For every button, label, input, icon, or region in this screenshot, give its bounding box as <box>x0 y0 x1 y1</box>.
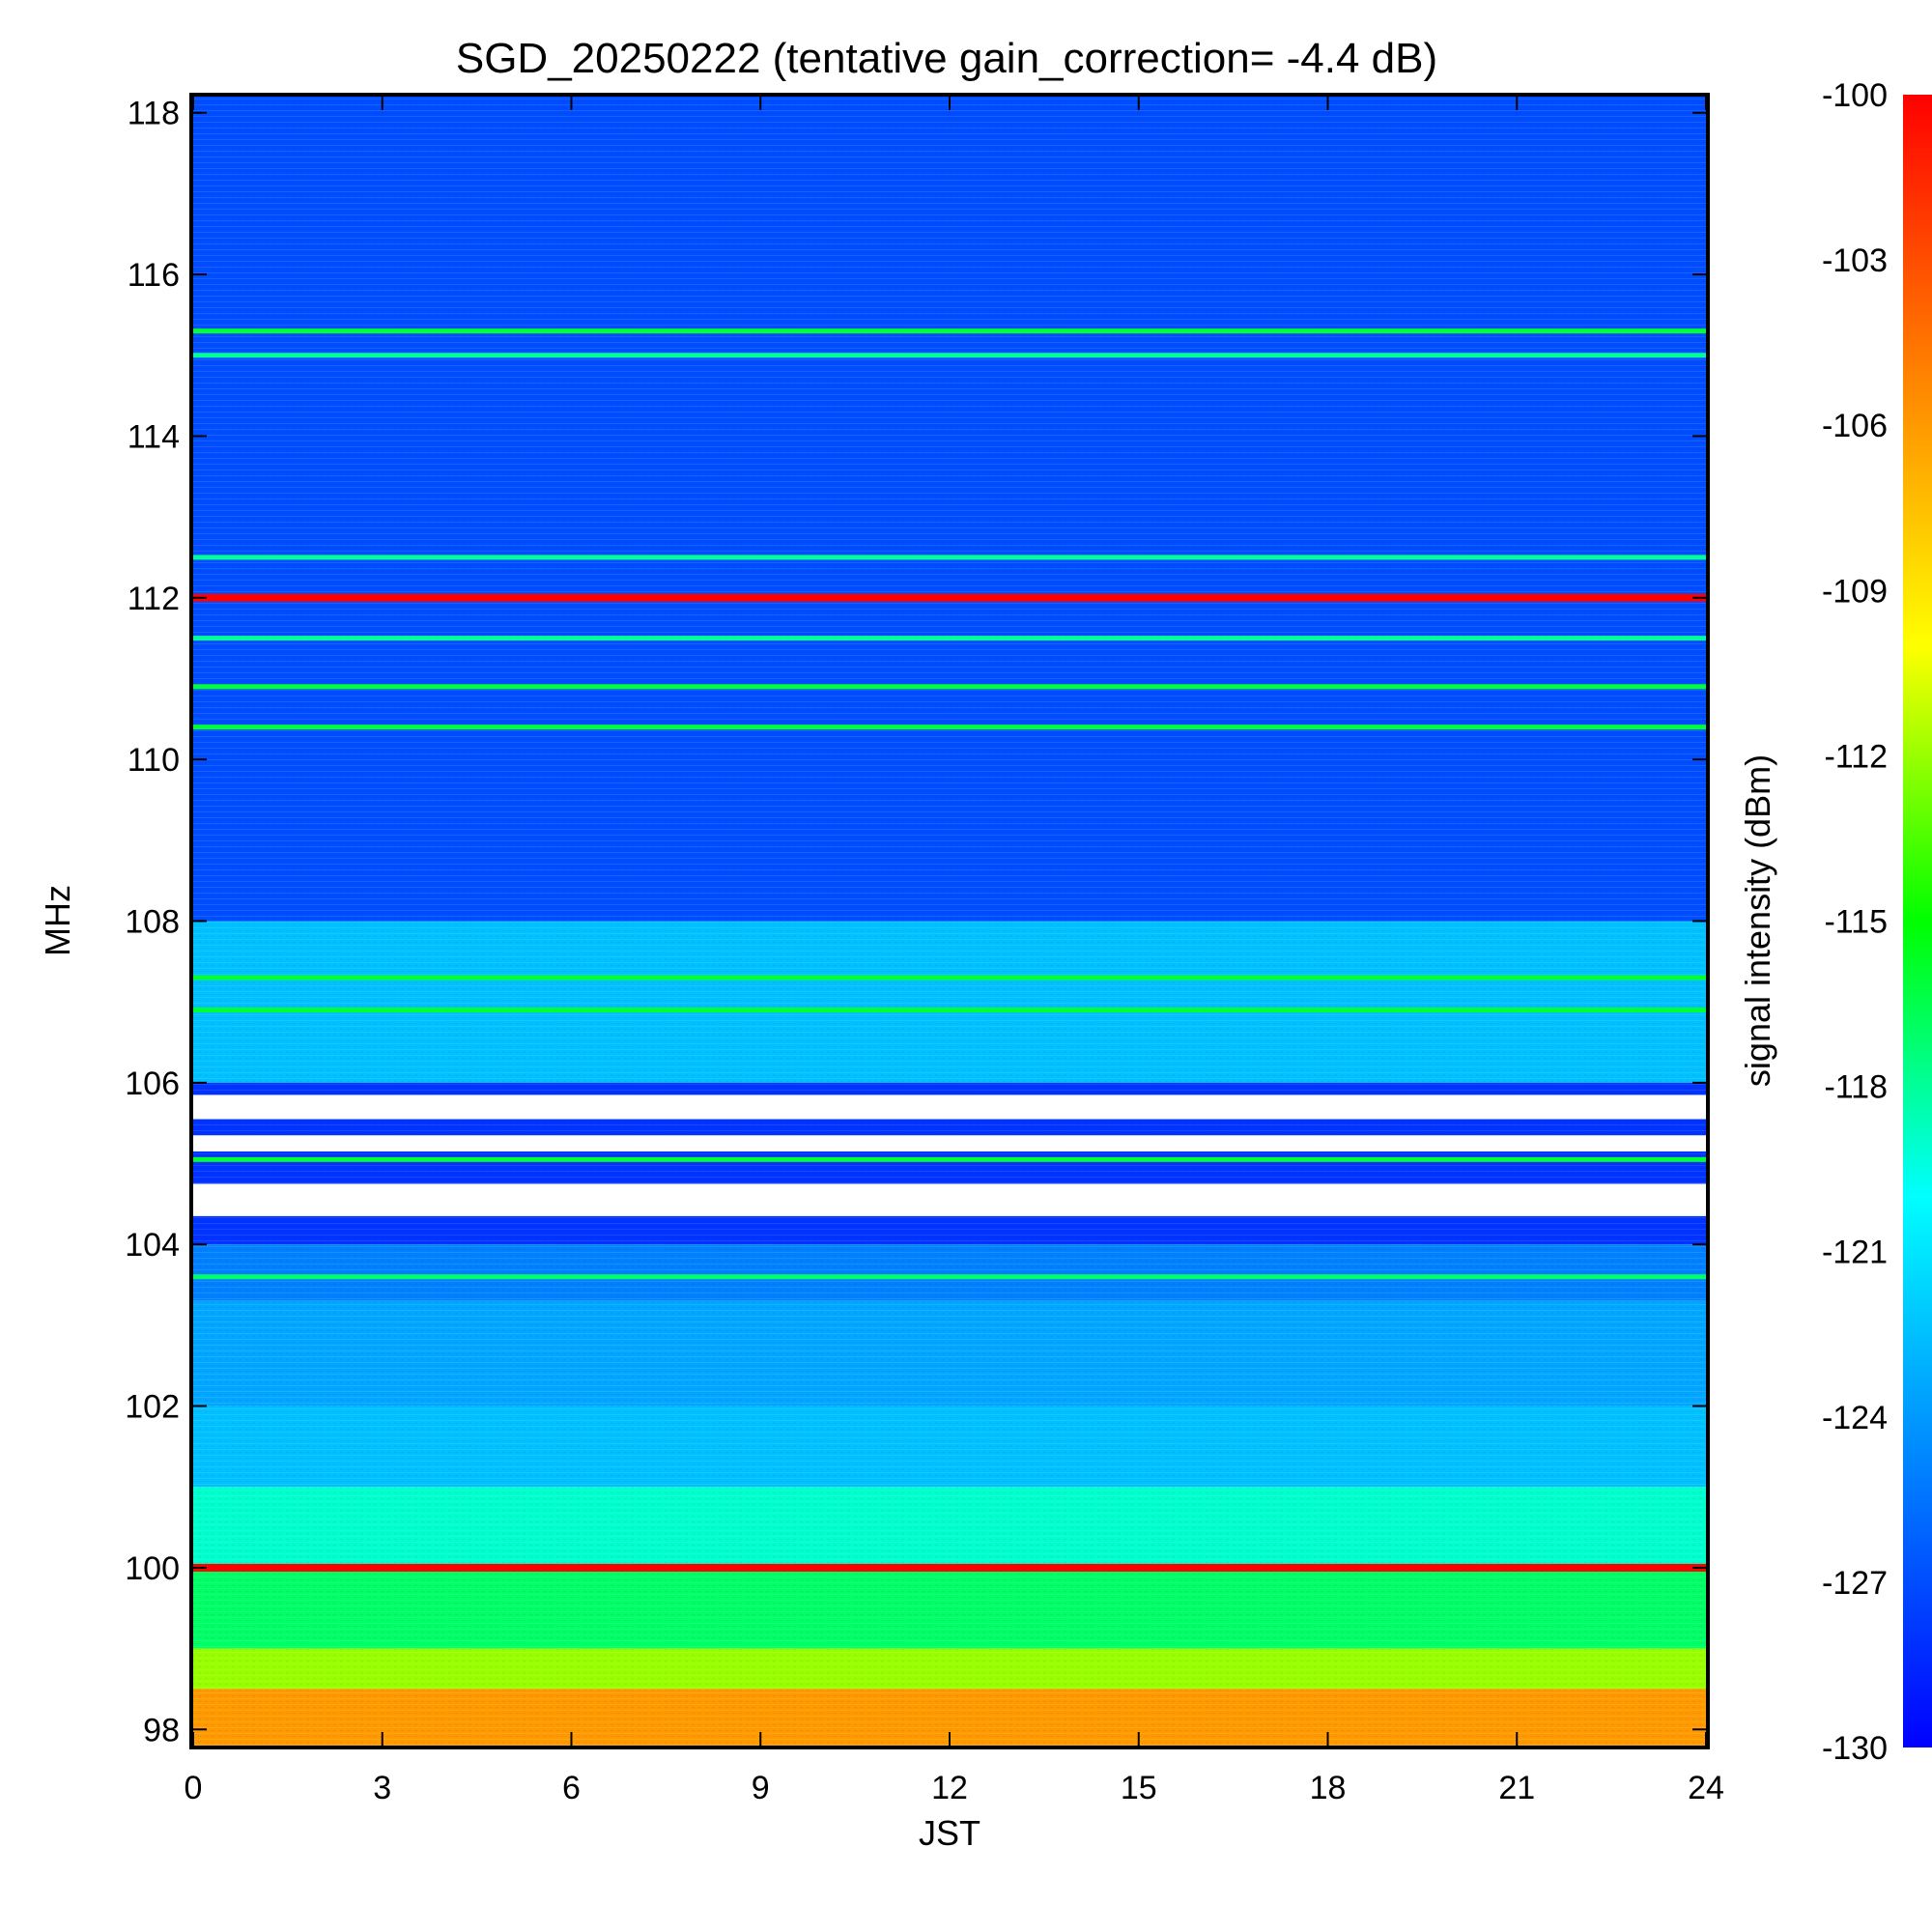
heatmap-texture <box>193 97 1706 1746</box>
signal-line <box>193 353 1706 358</box>
x-tick-label: 21 <box>1498 1770 1535 1806</box>
signal-line <box>193 1274 1706 1280</box>
colorbar-tick-label: -127 <box>1822 1565 1888 1602</box>
y-axis: 98 100 102 104 106 108 110 112 114 116 118 <box>125 96 1706 1748</box>
no-data-band <box>193 1183 1706 1216</box>
colorbar-tick-label: -130 <box>1822 1730 1888 1767</box>
colorbar-tick-label: -112 <box>1824 738 1888 775</box>
x-tick-label: 0 <box>185 1770 203 1806</box>
x-tick-label: 18 <box>1310 1770 1347 1806</box>
colorbar-tick-label: -100 <box>1822 77 1888 114</box>
y-axis-label: MHz <box>38 885 77 956</box>
signal-line <box>193 975 1706 980</box>
signal-line <box>193 1563 1706 1572</box>
colorbar-tick-label: -109 <box>1822 573 1888 610</box>
signal-line <box>193 636 1706 641</box>
colorbar-tick-label: -121 <box>1822 1235 1888 1271</box>
signal-line <box>193 328 1706 334</box>
no-data-band <box>193 1135 1706 1151</box>
plot-frame <box>189 93 1710 1749</box>
colorbar <box>1903 95 1932 1747</box>
y-tick-label: 108 <box>125 904 180 941</box>
signal-line <box>193 1156 1706 1162</box>
x-tick-label: 12 <box>931 1770 968 1806</box>
signal-line <box>193 684 1706 690</box>
x-tick-label: 24 <box>1688 1770 1724 1806</box>
y-tick-label: 114 <box>128 418 180 455</box>
x-tick-label: 6 <box>562 1770 581 1806</box>
colorbar-axis: -100 -103 -106 -109 -112 -115 -118 -121 -124 -127… <box>1822 77 1888 1767</box>
x-tick-label: 9 <box>752 1770 770 1806</box>
colorbar-tick-label: -103 <box>1822 242 1888 279</box>
y-tick-label: 112 <box>128 581 180 617</box>
y-tick-label: 118 <box>128 96 180 132</box>
colorbar-tick-label: -115 <box>1824 904 1888 941</box>
y-tick-label: 106 <box>125 1065 180 1102</box>
y-tick-label: 110 <box>128 742 180 779</box>
x-axis: 0 3 6 9 12 15 18 21 24 <box>185 97 1724 1806</box>
plot-area <box>193 97 1706 1746</box>
y-tick-label: 104 <box>125 1227 180 1264</box>
x-axis-label: JST <box>919 1813 980 1853</box>
y-tick-label: 100 <box>125 1550 180 1587</box>
colorbar-tick-label: -124 <box>1822 1400 1888 1436</box>
signal-line <box>193 1008 1706 1013</box>
y-tick-label: 102 <box>125 1389 180 1426</box>
chart-title: SGD_20250222 (tentative gain_correction=… <box>456 35 1437 82</box>
signal-line <box>193 554 1706 560</box>
signal-line <box>193 724 1706 730</box>
no-data-band <box>193 1094 1706 1120</box>
y-tick-label: 116 <box>128 257 180 294</box>
x-tick-label: 3 <box>373 1770 391 1806</box>
y-tick-label: 98 <box>143 1712 180 1748</box>
colorbar-tick-label: -106 <box>1822 408 1888 444</box>
signal-line <box>193 593 1706 602</box>
colorbar-tick-label: -118 <box>1824 1069 1888 1106</box>
colorbar-label: signal intensity (dBm) <box>1738 754 1777 1087</box>
x-tick-label: 15 <box>1121 1770 1157 1806</box>
